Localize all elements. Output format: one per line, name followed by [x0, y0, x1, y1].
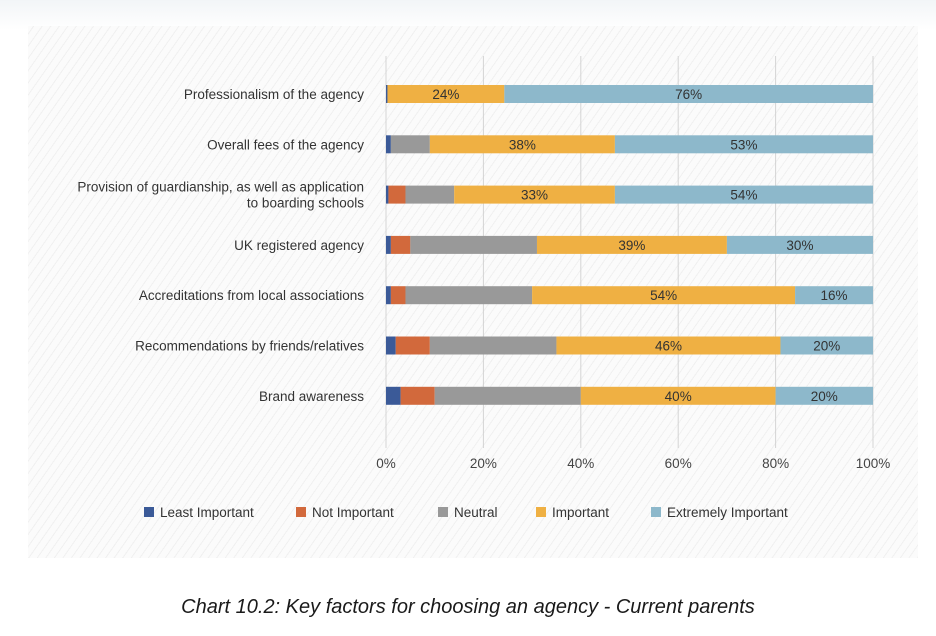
data-label: 53% — [730, 137, 757, 152]
bar-segment — [388, 185, 406, 204]
bar-segment — [536, 235, 727, 254]
chart-panel: 24% 76% 38% 53% 33% 54% 39% 30% 54% 16% 46% 20% 40% 2… — [28, 26, 918, 558]
data-label: 39% — [618, 238, 645, 253]
x-tick-label: 60% — [665, 456, 692, 471]
bar-segment — [795, 286, 873, 305]
category-label: Accreditations from local associations — [139, 288, 364, 303]
category-label: Provision of guardianship, as well as ap… — [77, 180, 364, 195]
bar-segment — [386, 286, 391, 305]
bar-segment — [386, 85, 388, 103]
category-label: UK registered agency — [234, 238, 364, 253]
category-labels: Professionalism of the agency Overall fee… — [77, 87, 364, 404]
x-tick-label: 0% — [376, 456, 396, 471]
legend-swatch — [296, 507, 306, 517]
data-label: 16% — [821, 288, 848, 303]
data-labels: 24% 76% 38% 53% 33% 54% 39% 30% 54% 16% 46% 20% 40% 2… — [432, 87, 847, 404]
category-label: Professionalism of the agency — [184, 87, 364, 102]
bar-segment — [395, 336, 430, 355]
bar-segment — [387, 85, 505, 103]
bar-segment — [400, 386, 435, 405]
category-label: Brand awareness — [259, 389, 364, 404]
data-label: 30% — [786, 238, 813, 253]
x-tick-label: 20% — [470, 456, 497, 471]
category-label: Recommendations by friends/relatives — [135, 339, 364, 354]
bar-segment — [390, 235, 411, 254]
bar-segment — [532, 286, 796, 305]
data-label: 38% — [509, 137, 536, 152]
bar-segment — [386, 135, 391, 154]
legend-label: Neutral — [454, 505, 498, 520]
data-label: 40% — [665, 389, 692, 404]
bar-segment — [580, 386, 776, 405]
bar-segment — [775, 386, 873, 405]
legend-label: Least Important — [160, 505, 254, 520]
data-label: 20% — [811, 389, 838, 404]
bar-segment — [726, 235, 873, 254]
bar-segment — [504, 85, 873, 103]
x-tick-label: 100% — [856, 456, 891, 471]
bar-segment — [386, 336, 396, 355]
data-label: 33% — [521, 188, 548, 203]
data-label: 20% — [813, 339, 840, 354]
legend-swatch — [651, 507, 661, 517]
bar-segment — [429, 135, 615, 154]
bar-segment — [434, 386, 581, 405]
legend: Least Important Not Important Neutral Impor… — [144, 505, 788, 520]
bar-segment — [614, 185, 873, 204]
data-label: 54% — [730, 188, 757, 203]
bar-segment — [405, 286, 533, 305]
bar-segment — [386, 185, 389, 204]
x-tick-label: 40% — [567, 456, 594, 471]
bar-segment — [780, 336, 873, 355]
bars — [386, 85, 873, 405]
bar-segment — [556, 336, 781, 355]
data-label: 24% — [432, 87, 459, 102]
category-label: to boarding schools — [247, 196, 364, 211]
bar-segment — [410, 235, 537, 254]
bar-segment — [614, 135, 873, 154]
stacked-bar-chart: 24% 76% 38% 53% 33% 54% 39% 30% 54% 16% 46% 20% 40% 2… — [77, 56, 890, 520]
chart-caption: Chart 10.2: Key factors for choosing an … — [181, 596, 755, 618]
bar-segment — [405, 185, 455, 204]
bar-segment — [386, 235, 391, 254]
bar-segment — [454, 185, 615, 204]
legend-label: Important — [552, 505, 609, 520]
data-label: 76% — [675, 87, 702, 102]
legend-swatch — [144, 507, 154, 517]
legend-swatch — [536, 507, 546, 517]
legend-label: Not Important — [312, 505, 394, 520]
legend-label: Extremely Important — [667, 505, 788, 520]
legend-swatch — [438, 507, 448, 517]
bar-segment — [429, 336, 557, 355]
header-band — [0, 0, 936, 30]
bar-segment — [390, 135, 430, 154]
bar-segment — [386, 386, 401, 405]
data-label: 54% — [650, 288, 677, 303]
data-label: 46% — [655, 339, 682, 354]
x-tick-label: 80% — [762, 456, 789, 471]
category-label: Overall fees of the agency — [207, 137, 364, 152]
x-axis-ticks: 0% 20% 40% 60% 80% 100% — [376, 456, 890, 471]
bar-segment — [390, 286, 406, 305]
